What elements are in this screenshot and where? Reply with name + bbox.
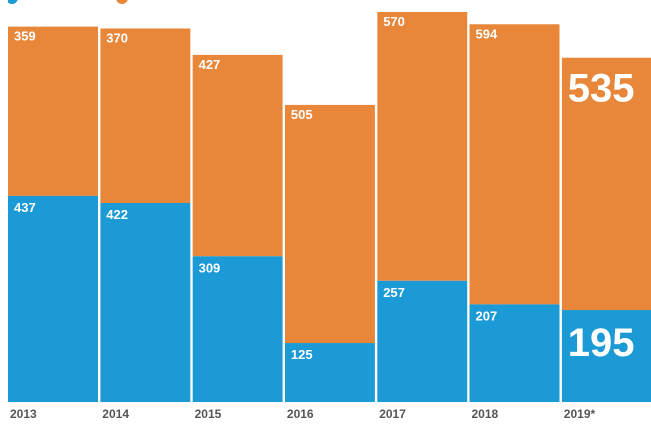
x-label-2013: 2013 [10,407,37,421]
label-top-2016: 505 [291,107,313,122]
bar-bottom-2013 [8,195,98,402]
legend-marker-orange [116,0,128,4]
bar-bottom-2018 [469,304,560,402]
label-bottom-2017: 257 [383,285,405,300]
bar-bottom-2014 [100,202,191,402]
legend [6,0,128,4]
bar-bottom-2015 [192,256,283,402]
x-label-2015: 2015 [195,407,222,421]
bar-bottom-2017 [377,280,468,402]
label-top-2014: 370 [106,31,128,46]
bar-top-2016 [284,104,375,344]
x-label-2014: 2014 [102,407,129,421]
x-axis-labels: 2013 2014 2015 2016 2017 2018 2019* [10,407,595,421]
legend-marker-blue [6,0,18,4]
label-top-2018: 594 [476,26,498,41]
label-bottom-2018: 207 [476,308,498,323]
bar-bottom-2016 [284,343,375,402]
x-label-2018: 2018 [472,407,499,421]
label-top-2015: 427 [199,57,221,72]
bar-top-2013 [8,26,98,196]
x-label-2019: 2019* [564,407,596,421]
label-top-2013: 359 [14,29,36,44]
bar-top-2018 [469,24,560,305]
x-label-2016: 2016 [287,407,314,421]
label-top-2019: 535 [568,67,635,111]
label-top-2017: 570 [383,14,405,29]
bar-top-2015 [192,54,283,257]
bar-top-2017 [377,12,468,281]
bars-group [6,0,651,402]
bar-top-2014 [100,28,191,203]
value-labels-group: 359 437 370 422 427 309 505 125 570 257 594 207 535 1… [14,14,635,365]
x-label-2017: 2017 [379,407,406,421]
label-bottom-2019: 195 [568,321,635,365]
bar-top-2019 [561,57,651,311]
label-bottom-2015: 309 [199,260,221,275]
label-bottom-2013: 437 [14,200,36,215]
bar-bottom-2019 [561,310,651,402]
label-bottom-2014: 422 [106,207,128,222]
label-bottom-2016: 125 [291,347,313,362]
